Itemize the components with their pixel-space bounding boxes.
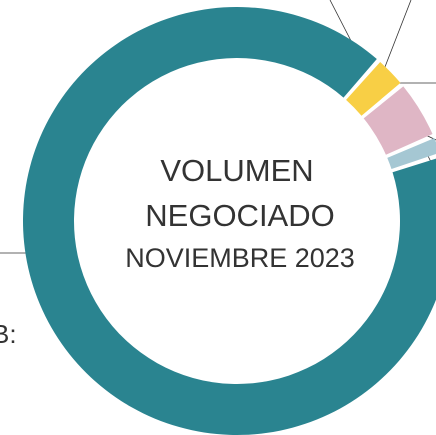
donut-slice (387, 138, 436, 170)
donut-slice (363, 86, 433, 155)
donut-slice (346, 61, 401, 116)
annotation: B: (0, 319, 17, 349)
center-title: VOLUMEN (160, 153, 313, 188)
slices (23, 7, 436, 435)
leader-line (382, 0, 412, 73)
center-subtitle: NOVIEMBRE 2023 (125, 243, 355, 273)
center-title: NEGOCIADO (145, 198, 334, 233)
